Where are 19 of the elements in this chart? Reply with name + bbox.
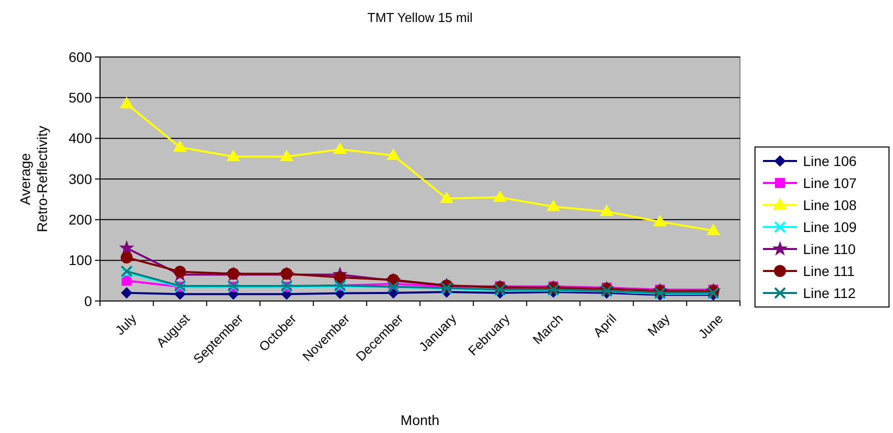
y-tick-label: 100 (68, 252, 92, 268)
legend-label: Line 111 (803, 262, 855, 279)
legend-label: Line 107 (803, 174, 857, 191)
y-tick-label: 200 (68, 212, 92, 228)
legend-label: Line 106 (803, 152, 857, 169)
legend-label: Line 108 (803, 196, 857, 213)
y-tick-label: 0 (84, 292, 92, 309)
y-tick-label: 600 (68, 48, 92, 65)
y-tick-label: 400 (68, 130, 92, 146)
y-axis-title: Average Retro-Reflectivity (17, 126, 50, 232)
chart-title: TMT Yellow 15 mil (367, 10, 473, 25)
x-tick-label: May (644, 310, 673, 339)
x-tick-label: July (112, 310, 140, 338)
x-axis-title: Month (400, 412, 440, 428)
legend-label: Line 109 (803, 218, 857, 235)
legend-label: Line 110 (803, 240, 856, 257)
y-tick-label: 500 (68, 90, 92, 106)
legend-label: Line 112 (803, 284, 856, 301)
y-tick-label: 300 (68, 170, 92, 187)
